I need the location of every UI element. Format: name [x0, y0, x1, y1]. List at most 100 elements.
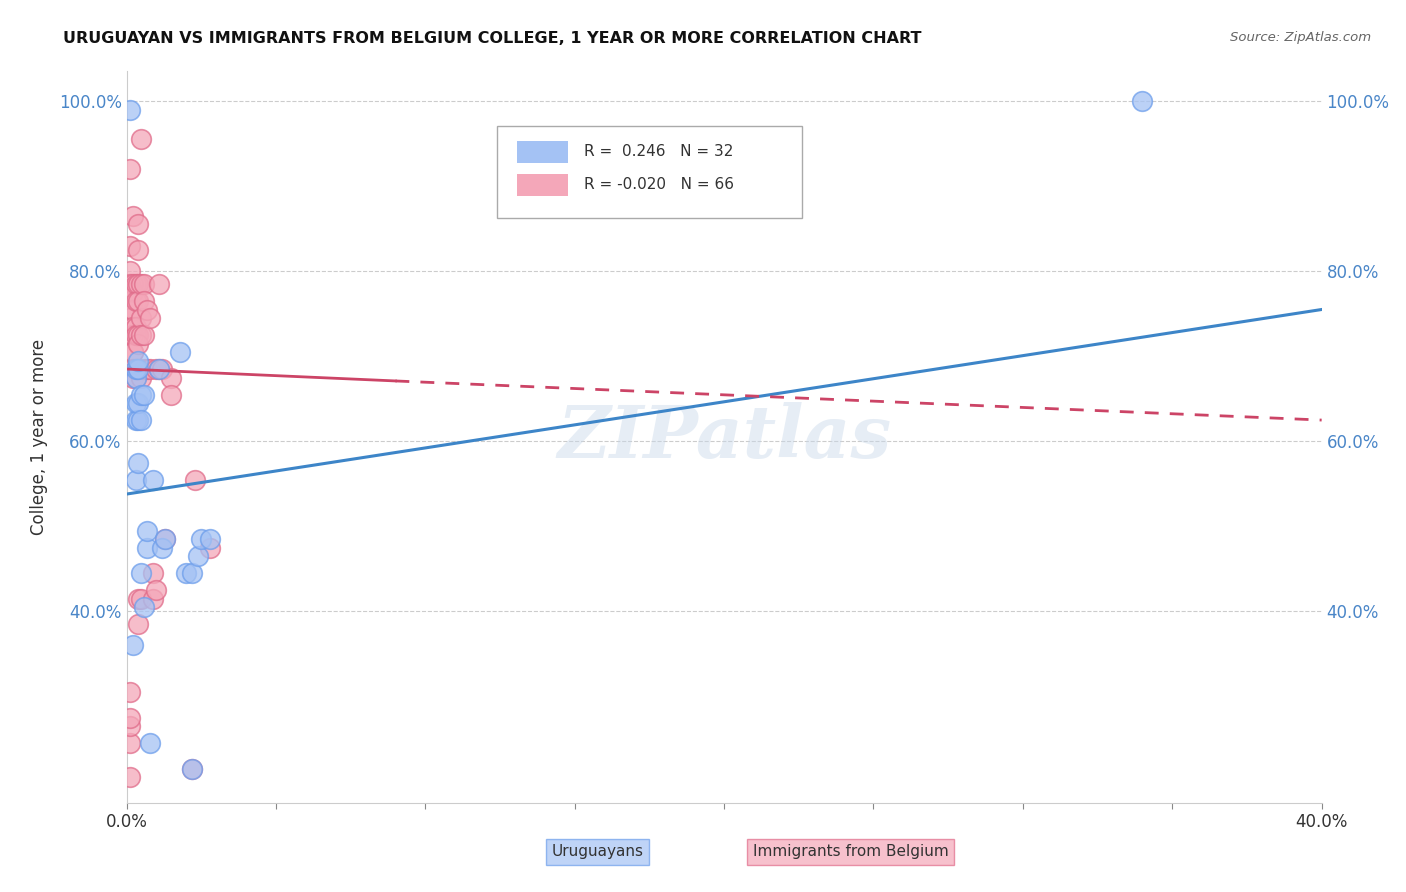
Point [121, 370, 143, 384]
Point [131, 370, 153, 384]
Point [190, 532, 212, 546]
Point [181, 762, 204, 776]
Point [127, 336, 149, 351]
Point [160, 370, 183, 384]
Point [127, 277, 149, 291]
Point [131, 566, 153, 581]
Point [139, 362, 162, 376]
Point [127, 362, 149, 376]
Point [134, 293, 156, 308]
Point [148, 277, 170, 291]
Text: URUGUAYAN VS IMMIGRANTS FROM BELGIUM COLLEGE, 1 YEAR OR MORE CORRELATION CHART: URUGUAYAN VS IMMIGRANTS FROM BELGIUM COL… [63, 31, 922, 46]
Point [127, 353, 149, 368]
Point [118, 302, 141, 317]
Point [124, 319, 146, 334]
Point [121, 209, 143, 223]
Point [200, 541, 222, 555]
Point [121, 277, 143, 291]
Point [155, 532, 177, 546]
Point [200, 532, 222, 546]
Point [118, 162, 141, 177]
Point [124, 413, 146, 427]
FancyBboxPatch shape [517, 174, 568, 195]
Point [127, 362, 149, 376]
Point [121, 345, 143, 359]
Text: R = -0.020   N = 66: R = -0.020 N = 66 [585, 178, 734, 193]
Point [127, 413, 149, 427]
Point [118, 319, 141, 334]
Point [169, 345, 191, 359]
Point [184, 473, 207, 487]
Point [124, 396, 146, 410]
Point [131, 132, 153, 146]
Point [131, 387, 153, 401]
Point [121, 328, 143, 343]
Point [118, 736, 141, 750]
Point [127, 243, 149, 257]
Point [118, 719, 141, 733]
Point [118, 238, 141, 252]
Text: Immigrants from Belgium: Immigrants from Belgium [752, 845, 949, 859]
Point [124, 293, 146, 308]
Point [134, 328, 156, 343]
Point [127, 328, 149, 343]
Point [148, 362, 170, 376]
Point [127, 456, 149, 470]
Text: Uruguayans: Uruguayans [551, 845, 644, 859]
Point [134, 362, 156, 376]
Point [155, 532, 177, 546]
Point [121, 319, 143, 334]
Point [124, 277, 146, 291]
Point [124, 370, 146, 384]
Point [131, 311, 153, 326]
Point [148, 362, 170, 376]
Point [139, 736, 162, 750]
Point [136, 302, 159, 317]
Text: R =  0.246   N = 32: R = 0.246 N = 32 [585, 145, 734, 160]
Point [118, 264, 141, 278]
Point [118, 770, 141, 784]
Point [160, 387, 183, 401]
Point [142, 566, 165, 581]
Point [121, 345, 143, 359]
Point [1130, 94, 1153, 108]
Point [136, 362, 159, 376]
Point [152, 541, 174, 555]
Point [181, 566, 204, 581]
Point [121, 362, 143, 376]
Point [142, 591, 165, 606]
Point [118, 711, 141, 725]
FancyBboxPatch shape [517, 141, 568, 163]
Point [131, 413, 153, 427]
Point [124, 370, 146, 384]
Text: ZIPatlas: ZIPatlas [557, 401, 891, 473]
Point [121, 639, 143, 653]
Text: Source: ZipAtlas.com: Source: ZipAtlas.com [1230, 31, 1371, 45]
Point [152, 362, 174, 376]
Point [127, 396, 149, 410]
Point [187, 549, 209, 563]
Point [118, 328, 141, 343]
Point [174, 566, 197, 581]
Point [127, 218, 149, 232]
Point [118, 311, 141, 326]
Point [134, 387, 156, 401]
Point [124, 362, 146, 376]
Point [142, 473, 165, 487]
Point [121, 302, 143, 317]
Y-axis label: College, 1 year or more: College, 1 year or more [30, 339, 48, 535]
Point [136, 541, 159, 555]
Point [131, 328, 153, 343]
Point [124, 473, 146, 487]
Point [121, 285, 143, 300]
Point [118, 277, 141, 291]
Point [134, 600, 156, 615]
Point [131, 591, 153, 606]
Point [124, 362, 146, 376]
Point [139, 311, 162, 326]
Point [118, 103, 141, 117]
Point [124, 328, 146, 343]
Point [127, 591, 149, 606]
Point [118, 285, 141, 300]
Point [145, 362, 167, 376]
